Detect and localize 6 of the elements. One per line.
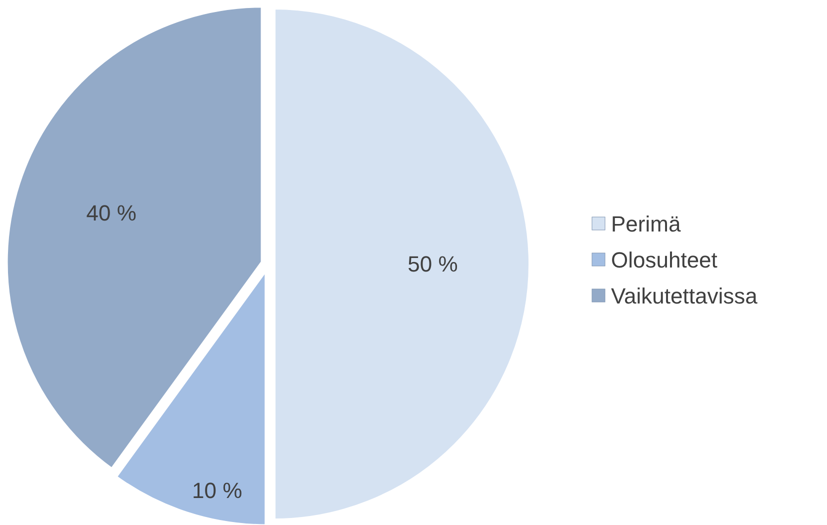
data-label: 10 % [192, 478, 242, 504]
data-label: 50 % [408, 252, 458, 276]
legend-label: Olosuhteet [611, 248, 718, 272]
data-label: 40 % [86, 200, 136, 226]
legend-label: Vaikutettavissa [611, 284, 758, 308]
legend-label: Perimä [611, 212, 682, 236]
